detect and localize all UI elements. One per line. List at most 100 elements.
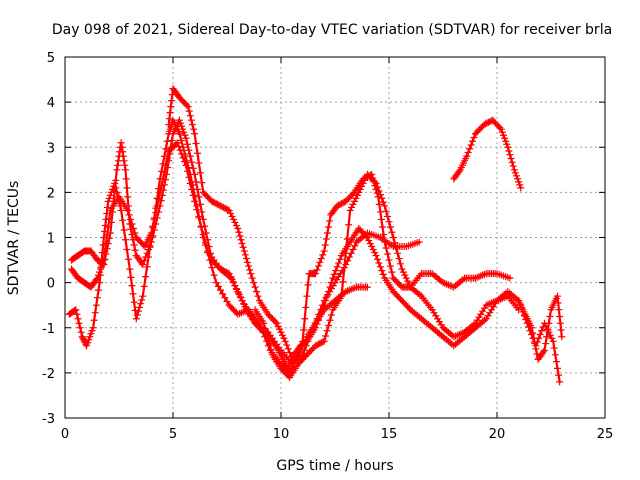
series-line <box>167 87 512 365</box>
data-point <box>251 283 259 291</box>
data-point <box>94 271 102 279</box>
data-point <box>128 282 136 290</box>
data-point <box>340 264 348 272</box>
data-point <box>126 220 134 228</box>
data-point <box>201 222 209 230</box>
data-point <box>166 109 174 117</box>
data-point <box>271 318 279 326</box>
data-point <box>178 122 186 130</box>
data-point <box>546 312 554 320</box>
data-point <box>124 202 132 210</box>
data-point <box>323 327 331 335</box>
data-point <box>186 179 194 187</box>
data-point <box>286 349 294 357</box>
data-point <box>210 271 218 279</box>
data-point <box>381 202 389 210</box>
data-point <box>506 151 514 159</box>
data-point <box>121 161 129 169</box>
data-point <box>190 125 198 133</box>
data-point <box>235 291 243 299</box>
data-point <box>129 236 137 244</box>
data-point <box>196 200 204 208</box>
data-point <box>92 276 100 284</box>
data-point <box>388 268 396 276</box>
data-point <box>101 255 109 263</box>
data-point <box>319 251 327 259</box>
data-point <box>322 332 330 340</box>
data-point <box>394 249 402 257</box>
data-point <box>119 148 127 156</box>
data-point <box>71 306 79 314</box>
data-point <box>123 184 131 192</box>
data-point <box>76 324 84 332</box>
data-point <box>278 331 286 339</box>
data-point <box>375 187 383 195</box>
data-point <box>267 346 275 354</box>
data-point <box>136 303 144 311</box>
data-point <box>119 216 127 224</box>
y-tick-labels: -3 -2 -1 0 1 2 3 4 5 <box>42 51 55 427</box>
data-point <box>192 139 200 147</box>
y-tick-label: -2 <box>42 367 55 382</box>
data-point <box>219 290 227 298</box>
data-point <box>106 229 114 237</box>
data-point <box>88 327 96 335</box>
data-point <box>185 173 193 181</box>
data-point <box>402 274 410 282</box>
data-point <box>166 150 174 158</box>
data-point <box>173 139 181 147</box>
data-point <box>385 256 393 264</box>
data-point <box>265 340 273 348</box>
data-point <box>92 301 100 309</box>
data-point <box>397 260 405 268</box>
data-point <box>186 152 194 160</box>
data-point <box>73 310 81 318</box>
series-track-1 <box>65 116 371 377</box>
data-point <box>228 276 236 284</box>
data-point <box>164 164 172 172</box>
data-point <box>553 292 561 300</box>
data-series <box>65 85 566 386</box>
data-point <box>283 341 291 349</box>
data-point <box>182 134 190 142</box>
data-point <box>508 158 516 166</box>
data-point <box>142 253 150 261</box>
data-point <box>227 273 235 281</box>
data-point <box>163 170 171 178</box>
data-point <box>114 161 122 169</box>
data-point <box>188 121 196 129</box>
data-point <box>165 121 173 129</box>
data-point <box>131 306 139 314</box>
data-point <box>320 337 328 345</box>
data-point <box>130 241 138 249</box>
data-point <box>300 326 308 334</box>
data-point <box>130 298 138 306</box>
x-tick-label: 25 <box>597 427 614 442</box>
data-point <box>156 202 164 210</box>
x-tick-label: 15 <box>381 427 398 442</box>
data-point <box>228 212 236 220</box>
data-point <box>555 371 563 379</box>
y-tick-label: 5 <box>47 51 55 66</box>
data-point <box>556 312 564 320</box>
data-point <box>232 285 240 293</box>
data-point <box>264 335 272 343</box>
data-point <box>250 279 258 287</box>
data-point <box>351 242 359 250</box>
data-point <box>244 258 252 266</box>
data-point <box>161 176 169 184</box>
data-point <box>133 311 141 319</box>
data-point <box>163 137 171 145</box>
data-point <box>504 143 512 151</box>
data-point <box>134 307 142 315</box>
data-point <box>160 181 168 189</box>
data-point <box>225 206 233 214</box>
data-point <box>380 230 388 238</box>
data-point <box>183 140 191 148</box>
data-point <box>339 278 347 286</box>
data-point <box>182 161 190 169</box>
data-point <box>105 194 113 202</box>
data-point <box>355 188 363 196</box>
data-point <box>326 316 334 324</box>
